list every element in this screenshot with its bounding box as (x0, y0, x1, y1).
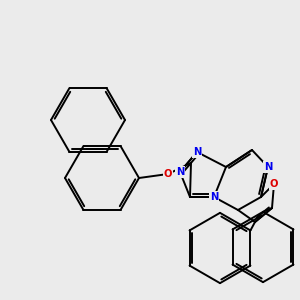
Text: N: N (264, 162, 272, 172)
Text: N: N (210, 192, 218, 202)
Text: N: N (176, 167, 184, 177)
Text: O: O (164, 169, 172, 179)
Text: O: O (270, 179, 278, 189)
Text: N: N (193, 147, 201, 157)
